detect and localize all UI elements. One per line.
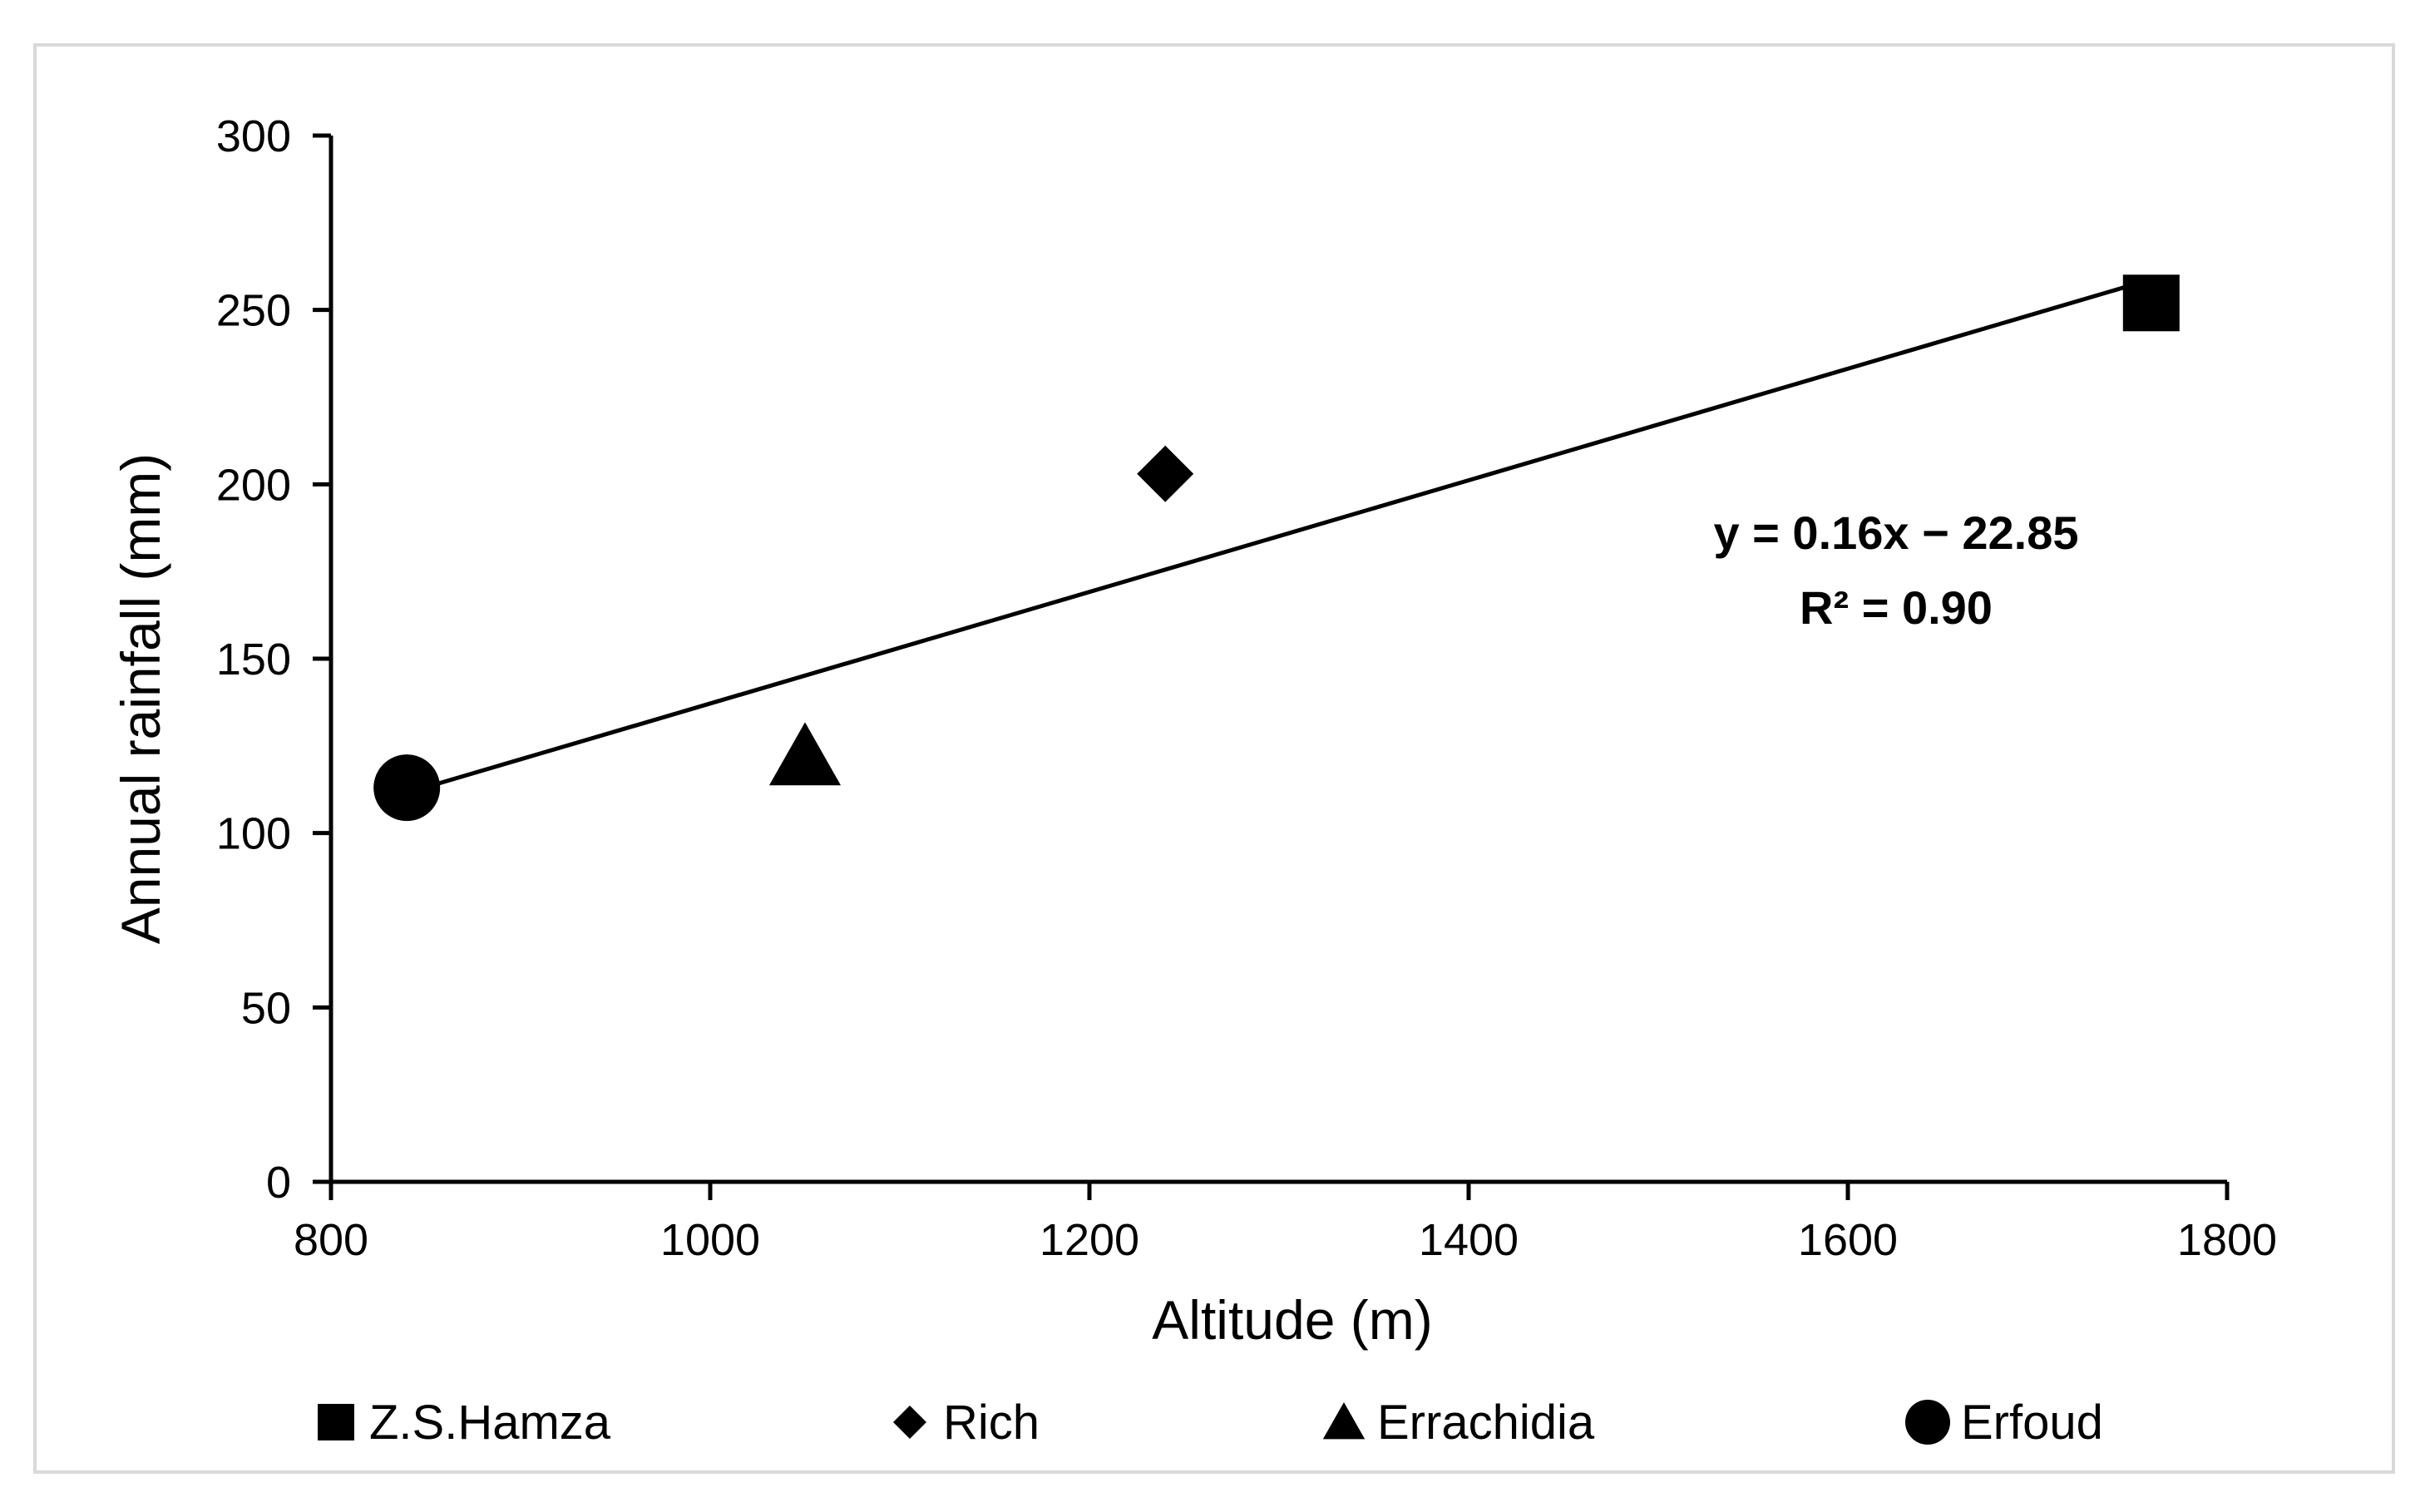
legend-square-icon	[318, 1404, 354, 1440]
legend-item: Z.S.Hamza	[318, 1396, 611, 1450]
trendline-r-squared: R² = 0.90	[1800, 581, 1993, 634]
y-tick-label: 100	[216, 809, 291, 859]
x-tick-label: 1600	[1798, 1215, 1898, 1265]
legend-triangle-icon	[1322, 1402, 1366, 1440]
data-point-circle	[373, 754, 441, 822]
data-point-square	[2122, 274, 2180, 332]
legend-item: Rich	[893, 1396, 1040, 1450]
legend-item: Erfoud	[1905, 1396, 2103, 1450]
legend-circle-icon	[1905, 1400, 1950, 1445]
legend-label: Erfoud	[1961, 1396, 2103, 1450]
y-tick-label: 50	[241, 983, 291, 1033]
x-axis-ticks: 800 1000 1200 1400 1600 1800	[294, 1182, 2277, 1265]
legend-label: Z.S.Hamza	[369, 1396, 611, 1450]
chart-frame	[33, 43, 2395, 1474]
y-tick-label: 0	[266, 1158, 291, 1208]
trendline-equation: y = 0.16x − 22.85	[1713, 506, 2078, 559]
x-tick-label: 800	[294, 1215, 368, 1265]
legend-label: Errachidia	[1377, 1396, 1595, 1450]
x-tick-label: 1400	[1419, 1215, 1519, 1265]
data-points	[373, 274, 2180, 822]
x-axis-title: Altitude (m)	[1152, 1289, 1432, 1351]
y-tick-label: 300	[216, 111, 291, 161]
y-tick-label: 150	[216, 635, 291, 684]
data-point-diamond	[1137, 445, 1194, 502]
y-axis-title: Annual rainfall (mm)	[110, 453, 171, 945]
trendline	[406, 277, 2152, 795]
x-tick-label: 1200	[1040, 1215, 1139, 1265]
data-point-triangle	[768, 722, 842, 786]
y-axis-ticks: 0 50 100 150 200 250 300	[216, 111, 331, 1208]
legend-label: Rich	[943, 1396, 1040, 1450]
axes	[328, 136, 2227, 1184]
y-tick-label: 250	[216, 286, 291, 336]
y-tick-label: 200	[216, 460, 291, 510]
x-tick-label: 1800	[2177, 1215, 2277, 1265]
legend-item: Errachidia	[1322, 1396, 1595, 1450]
legend: Z.S.Hamza Rich Errachidia Erfoud	[318, 1396, 2103, 1450]
legend-diamond-icon	[893, 1406, 926, 1439]
x-tick-label: 1000	[660, 1215, 760, 1265]
